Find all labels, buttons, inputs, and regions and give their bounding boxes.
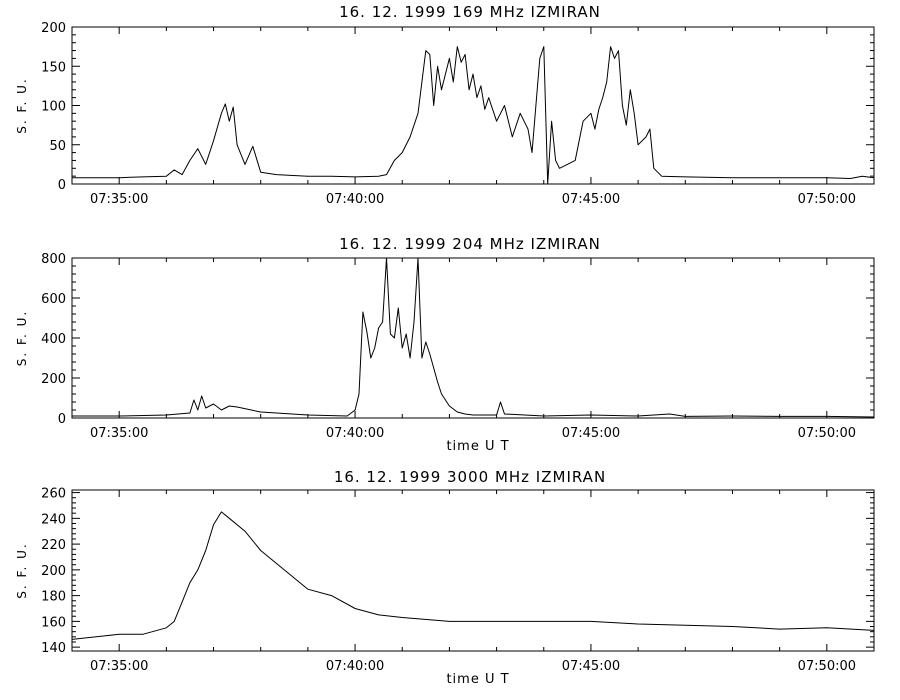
plot-area-frame: [71, 257, 875, 419]
plot-area-frame: [71, 489, 875, 652]
x-tick-label: 07:45:00: [562, 426, 620, 441]
y-tick-label: 240: [41, 512, 66, 527]
x-axis-label: time U T: [446, 439, 509, 454]
panel-169mhz: 16. 12. 1999 169 MHz IZMIRAN S. F. U. 07…: [15, 3, 875, 207]
y-tick-label: 0: [58, 178, 66, 193]
y-tick-label: 400: [41, 332, 66, 347]
y-tick-label: 260: [41, 487, 66, 502]
x-tick-label: 07:35:00: [90, 192, 148, 207]
x-tick-label: 07:40:00: [326, 659, 384, 674]
x-tick-label: 07:45:00: [562, 192, 620, 207]
plot-area-frame: [71, 26, 875, 185]
panel-3000mhz: 16. 12. 1999 3000 MHz IZMIRAN S. F. U. t…: [15, 468, 875, 687]
x-tick-label: 07:45:00: [562, 659, 620, 674]
data-series-line: [72, 46, 875, 185]
panel-title: 16. 12. 1999 204 MHz IZMIRAN: [339, 235, 601, 253]
x-tick-label: 07:40:00: [326, 426, 384, 441]
y-tick-label: 50: [49, 139, 66, 154]
panel-204mhz: 16. 12. 1999 204 MHz IZMIRAN S. F. U. ti…: [15, 235, 875, 454]
y-tick-label: 200: [41, 21, 66, 36]
y-tick-label: 600: [41, 292, 66, 307]
y-tick-label: 160: [41, 615, 66, 630]
x-tick-label: 07:50:00: [798, 426, 856, 441]
y-axis-label: S. F. U.: [15, 77, 29, 133]
y-tick-label: 180: [41, 590, 66, 605]
x-tick-label: 07:40:00: [326, 192, 384, 207]
y-tick-label: 800: [41, 252, 66, 267]
y-tick-label: 150: [41, 60, 66, 75]
y-tick-label: 140: [41, 641, 66, 656]
x-tick-label: 07:35:00: [90, 426, 148, 441]
y-tick-label: 0: [58, 412, 66, 427]
x-axis-label: time U T: [446, 672, 509, 687]
panel-title: 16. 12. 1999 169 MHz IZMIRAN: [339, 3, 601, 21]
y-axis-label: S. F. U.: [15, 310, 29, 366]
x-tick-label: 07:50:00: [798, 192, 856, 207]
y-tick-label: 200: [41, 372, 66, 387]
data-series-line: [72, 257, 875, 418]
x-tick-label: 07:50:00: [798, 659, 856, 674]
y-tick-label: 220: [41, 538, 66, 553]
panel-title: 16. 12. 1999 3000 MHz IZMIRAN: [334, 468, 606, 486]
y-tick-label: 200: [41, 564, 66, 579]
y-axis-label: S. F. U.: [15, 542, 29, 598]
data-series-line: [71, 511, 875, 640]
y-tick-label: 100: [41, 100, 66, 115]
x-tick-label: 07:35:00: [90, 659, 148, 674]
